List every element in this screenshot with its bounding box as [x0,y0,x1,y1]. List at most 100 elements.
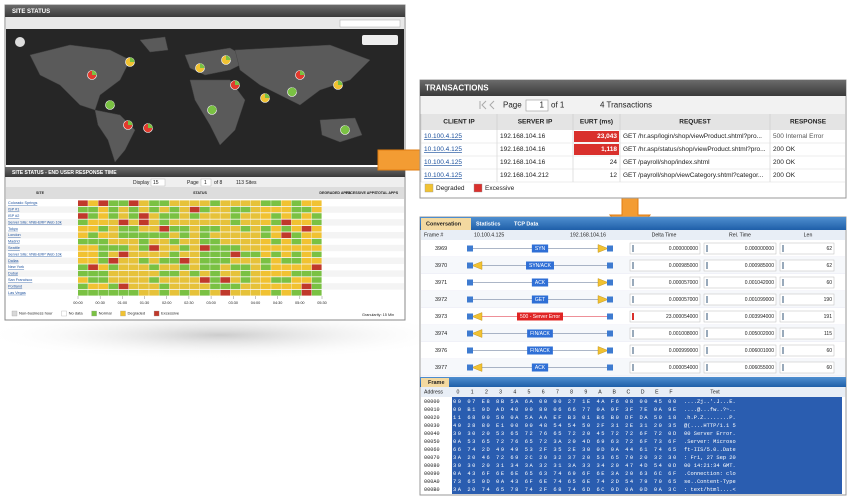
status-cell [210,226,220,232]
hex-header-label: F [669,389,672,395]
tab[interactable]: TCP Data [514,221,539,227]
status-cell [271,270,281,277]
client-ip[interactable]: 10.100.4.125 [424,146,462,153]
legend-label: Normal [99,311,112,316]
status-cell [78,226,88,232]
status-cell [189,219,200,226]
status-cell [291,245,302,251]
tab-bar [420,217,846,230]
site-marker-slice [200,63,205,68]
request: GET /hr.asp/status/shop/viewProduct.shtm… [623,146,766,153]
lifeline-node [467,347,473,354]
legend-label: No data [69,311,84,316]
hex-bytes: 11 68 00 50 0A 5A AA EF B3 01 B6 B0 DF D… [453,415,676,421]
map-control[interactable] [15,37,25,47]
status-cell [311,213,322,219]
lifeline-node [467,313,473,320]
status-cell [261,283,271,290]
status-cell [291,277,302,283]
page-box[interactable] [200,178,212,187]
response: 500 Internal Error [773,133,824,140]
status-cell [281,258,292,264]
hex-text: ....@...fw..?~.. [684,407,736,413]
tab[interactable]: Frame [428,380,445,386]
status-cell [118,219,129,226]
site-name: Madrid [8,240,20,244]
status-cell [271,200,281,206]
hex-header-label: 5 [528,389,531,395]
hex-address: 00040 [424,431,440,437]
column-header-label: 10.100.4.125 [474,232,504,238]
client-ip[interactable]: 10.100.4.125 [424,159,462,166]
status-cell [169,270,180,277]
cell-icon [632,296,634,303]
status-cell [149,200,159,206]
value-cell [703,327,777,340]
status-cell [261,251,271,258]
value-cell [629,344,701,357]
hex-header-label: A [598,389,602,395]
status-cell [179,283,190,290]
hex-address: 00050 [424,439,440,445]
value-cell [703,276,777,289]
value-cell [703,361,777,374]
status-cell [189,206,200,213]
panel-shadow [0,310,460,360]
search-box[interactable] [339,19,401,28]
status-cell [240,238,251,245]
site-name: Las Vegas [8,291,26,295]
site-name: Server Site: VNB-ERP Web 10k [8,252,62,256]
pager-button[interactable] [489,100,495,110]
arrow-head [471,363,483,372]
panel-header [5,167,405,177]
status-cell [220,245,231,251]
site-marker-slice [300,70,305,75]
status-cell [291,238,302,245]
page-box[interactable] [525,99,549,112]
column-header [421,114,845,130]
status-cell [128,200,139,206]
cell-value: 23.000054000 [666,314,698,320]
status-cell [311,200,322,206]
status-cell [149,232,159,238]
status-cell [220,283,231,290]
site-name: Portland [8,284,22,288]
status-cell [159,258,170,264]
status-cell [250,258,261,264]
legend-label: Degraded [127,311,145,316]
time-label: 02:30 [184,301,194,305]
status-cell [128,264,139,270]
status-cell [169,264,180,270]
status-cell [78,290,88,296]
hex-text: ft-IIS/5.0..Date [684,447,736,453]
status-cell [220,258,231,264]
tab[interactable]: Conversation [426,221,462,227]
table-title: SITE STATUS - END USER RESPONSE TIME [12,170,117,176]
site-name: ISP #2 [8,214,19,218]
column-header-label: Rel. Time [729,232,751,238]
status-cell [128,258,139,264]
status-cell [240,232,251,238]
status-cell [189,258,200,264]
site-count: 113 Sites [236,180,257,186]
status-cell [139,251,149,258]
hex-header-label: 8 [570,389,573,395]
status-cell [118,277,129,283]
status-cell [118,283,129,290]
site-marker-slice [148,123,153,128]
hex-text: @(....HTTP/1.1 5 [684,423,736,429]
status-cell [220,226,231,232]
status-cell [281,270,292,277]
status-cell [261,238,271,245]
client-ip[interactable]: 10.100.4.125 [424,172,462,179]
status-cell [230,270,241,277]
tab[interactable]: Statistics [476,221,500,227]
column-header-label: 192.168.104.16 [570,232,606,238]
site-name: New York [8,265,24,269]
display-box[interactable] [150,178,166,187]
client-ip[interactable]: 10.100.4.125 [424,133,462,140]
pager-button[interactable] [479,100,487,110]
status-cell [88,264,98,270]
status-cell [200,219,210,226]
page-value: 1 [204,180,207,186]
